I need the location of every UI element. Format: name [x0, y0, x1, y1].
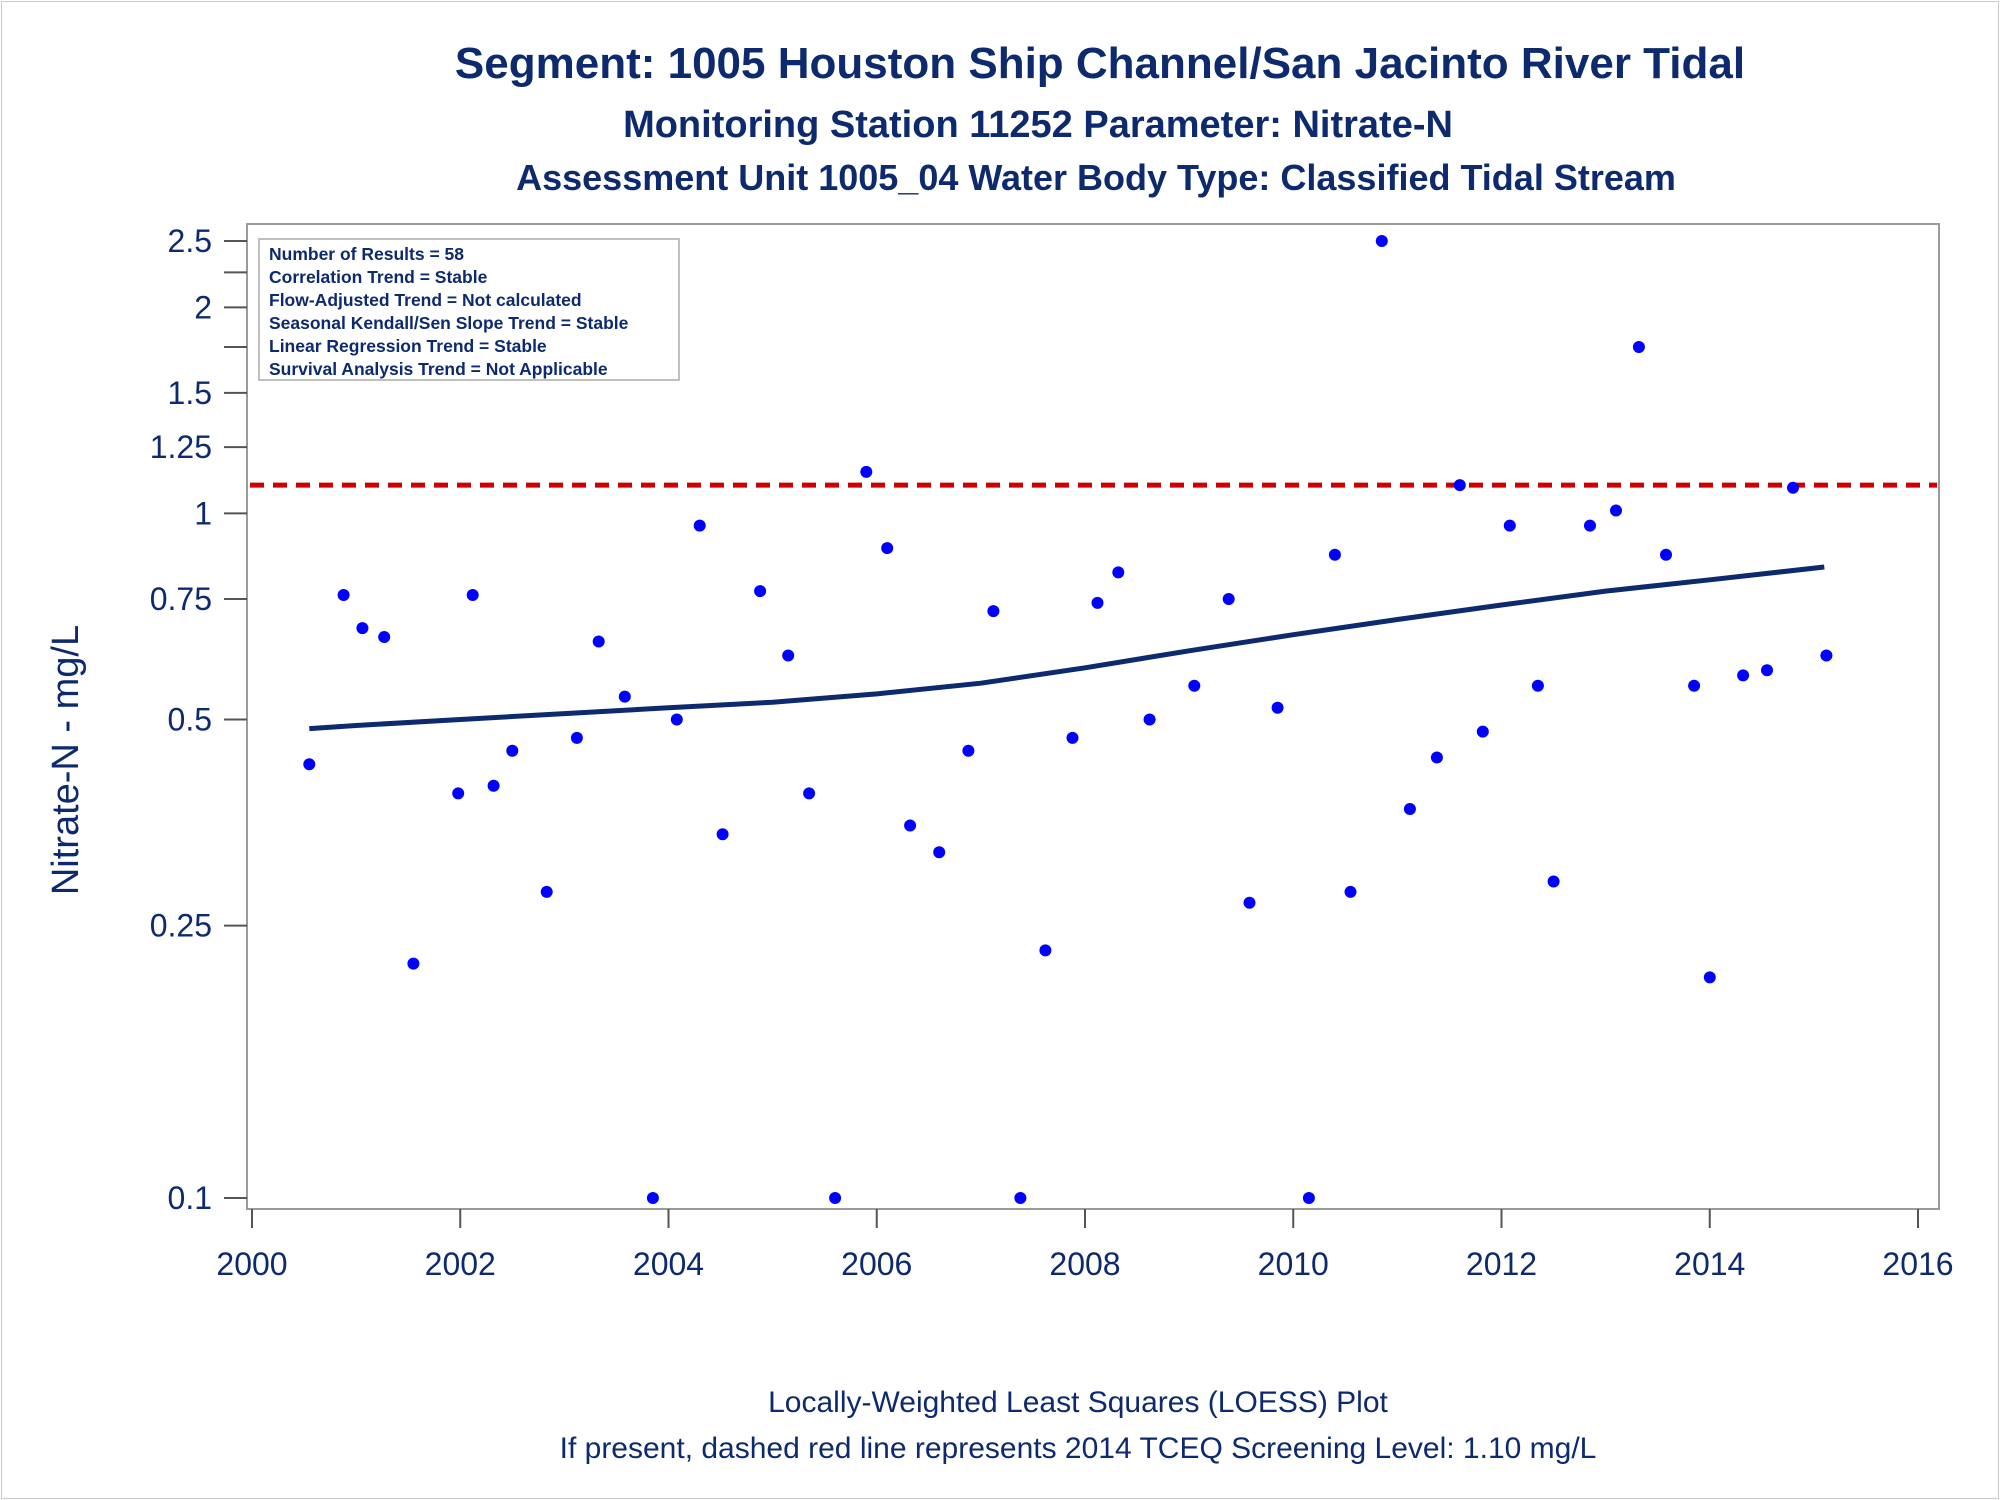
y-tick-label: 0.1 — [168, 1180, 212, 1216]
stats-line-survival: Survival Analysis Trend = Not Applicable — [269, 359, 608, 379]
data-point — [782, 649, 795, 662]
data-point — [670, 713, 683, 726]
data-point — [1688, 679, 1701, 692]
data-point — [1531, 679, 1544, 692]
x-tick-label: 2012 — [1466, 1246, 1537, 1282]
footnote-loess: Locally-Weighted Least Squares (LOESS) P… — [768, 1386, 1388, 1419]
data-point — [1143, 713, 1156, 726]
data-point — [803, 787, 816, 800]
data-point — [1188, 679, 1201, 692]
x-tick-label: 2010 — [1258, 1246, 1329, 1282]
x-tick-label: 2014 — [1674, 1246, 1745, 1282]
stats-line-linear-regression: Linear Regression Trend = Stable — [269, 336, 547, 356]
data-point — [1271, 701, 1284, 714]
data-point — [378, 631, 391, 643]
data-point — [1014, 1192, 1027, 1204]
data-point — [933, 846, 946, 859]
data-point — [618, 690, 631, 703]
data-point — [1737, 669, 1750, 682]
data-point — [881, 542, 894, 555]
data-point — [962, 744, 975, 757]
y-tick-label: 0.75 — [150, 581, 212, 617]
chart-title: Segment: 1005 Houston Ship Channel/San J… — [455, 39, 1745, 88]
data-point — [829, 1192, 842, 1204]
loess-line — [309, 564, 1825, 732]
data-point — [1547, 875, 1560, 888]
data-point — [1703, 971, 1716, 984]
data-point — [1453, 479, 1466, 492]
x-tick-label: 2002 — [425, 1246, 496, 1282]
data-point — [1091, 596, 1104, 609]
data-point — [452, 787, 465, 800]
data-point — [1761, 664, 1773, 677]
data-points — [303, 235, 1833, 1204]
data-point — [303, 758, 316, 771]
x-tick-label: 2004 — [633, 1246, 704, 1282]
data-point — [646, 1192, 659, 1204]
stats-line-results: Number of Results = 58 — [269, 244, 464, 264]
data-point — [1610, 504, 1622, 517]
y-tick-label: 1.25 — [150, 429, 212, 465]
data-point — [1476, 725, 1489, 738]
data-point — [693, 519, 706, 532]
data-point — [466, 589, 479, 601]
data-point — [337, 589, 350, 601]
data-point — [407, 957, 420, 970]
data-point — [356, 622, 369, 635]
y-tick-label: 2.5 — [168, 223, 212, 259]
data-point — [987, 605, 1000, 618]
data-point — [1302, 1192, 1315, 1204]
x-tick-label: 2000 — [216, 1246, 287, 1282]
data-point — [1066, 731, 1079, 744]
data-point — [1328, 548, 1341, 561]
data-point — [1820, 649, 1833, 662]
data-point — [487, 779, 500, 792]
data-point — [1112, 566, 1125, 579]
data-point — [1787, 481, 1799, 494]
y-tick-label: 2 — [194, 289, 212, 325]
data-point — [1584, 519, 1596, 532]
data-point — [570, 731, 583, 744]
stats-line-correlation: Correlation Trend = Stable — [269, 267, 488, 287]
y-axis: 0.1 0.25 0.5 0.75 1 1.25 1.5 2 2.5 — [150, 223, 248, 1216]
data-point — [1375, 235, 1388, 247]
stats-line-seasonal-kendall: Seasonal Kendall/Sen Slope Trend = Stabl… — [269, 313, 629, 333]
stats-line-flow-adjusted: Flow-Adjusted Trend = Not calculated — [269, 290, 582, 310]
data-point — [1503, 519, 1516, 532]
stats-box: Number of Results = 58 Correlation Trend… — [258, 238, 680, 381]
chart-subtitle: Monitoring Station 11252 Parameter: Nitr… — [623, 104, 1453, 146]
stats-box-frame — [258, 238, 680, 381]
data-point — [540, 885, 553, 898]
data-point — [506, 744, 519, 757]
x-tick-label: 2008 — [1049, 1246, 1120, 1282]
y-tick-label: 1.5 — [168, 375, 212, 411]
data-point — [1632, 341, 1645, 353]
data-point — [1344, 885, 1357, 898]
data-point — [904, 819, 917, 832]
chart-subtitle-2: Assessment Unit 1005_04 Water Body Type:… — [516, 157, 1676, 198]
data-point — [716, 828, 729, 841]
data-point — [592, 635, 605, 648]
data-point — [1430, 751, 1443, 764]
data-point — [1660, 548, 1672, 561]
y-axis-label: Nitrate-N - mg/L — [45, 625, 87, 895]
data-point — [1222, 593, 1235, 605]
data-point — [754, 585, 767, 598]
y-tick-label: 0.25 — [150, 908, 212, 944]
x-tick-label: 2006 — [841, 1246, 912, 1282]
data-point — [1039, 944, 1052, 957]
data-point — [1403, 803, 1416, 815]
data-point — [860, 465, 873, 478]
x-tick-label: 2016 — [1882, 1246, 1953, 1282]
data-point — [1243, 896, 1256, 909]
y-tick-label: 0.5 — [168, 702, 212, 738]
y-tick-label: 1 — [194, 495, 212, 531]
footnote-screening-level: If present, dashed red line represents 2… — [560, 1432, 1597, 1465]
x-axis: 2000 2002 2004 2006 2008 2010 2012 2014 2016 — [216, 1209, 1954, 1282]
